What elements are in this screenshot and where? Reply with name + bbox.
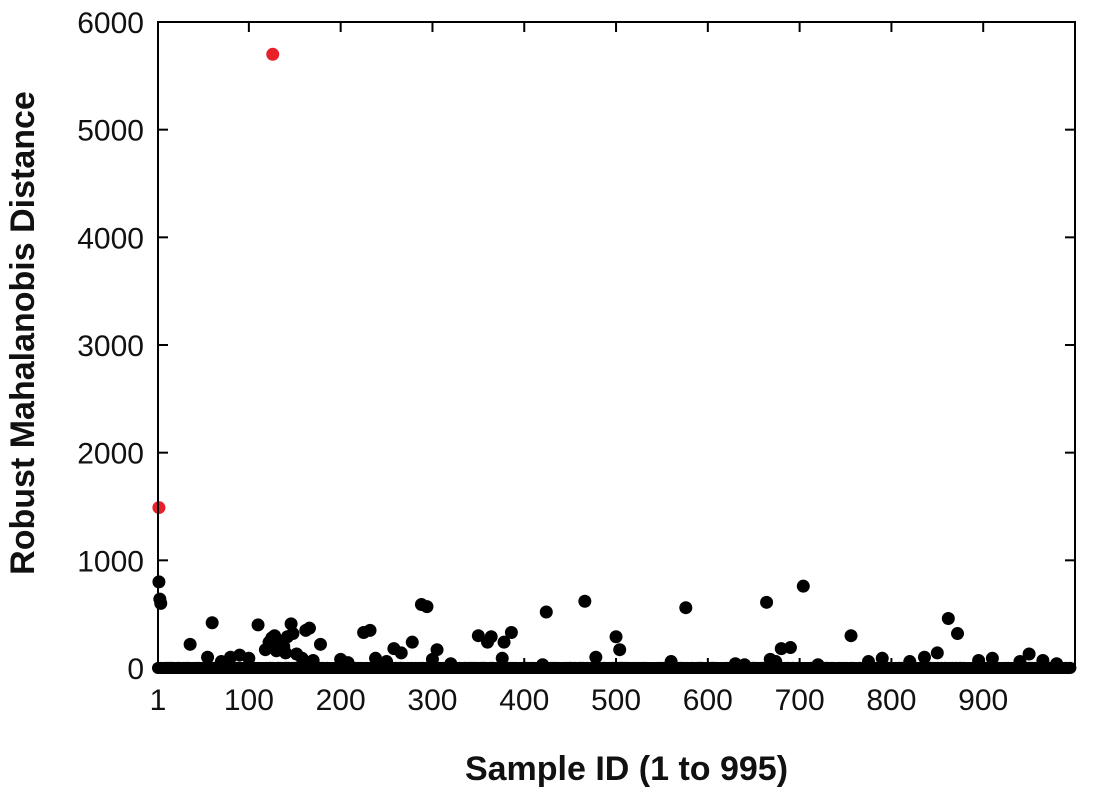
x-tick-label: 400 [499, 684, 549, 717]
x-tick-label: 800 [866, 684, 916, 717]
data-point [811, 658, 825, 672]
data-point [484, 630, 498, 644]
data-point [251, 618, 265, 632]
data-point [783, 641, 797, 655]
data-point [504, 625, 518, 639]
x-tick-label: 900 [958, 684, 1008, 717]
data-point [279, 646, 293, 660]
data-point [536, 658, 550, 672]
y-tick-label: 5000 [77, 115, 144, 148]
x-tick-label: 100 [224, 684, 274, 717]
data-point [154, 596, 168, 610]
data-point [664, 655, 678, 669]
data-point [201, 650, 215, 664]
y-tick-label: 1000 [77, 545, 144, 578]
y-tick-label: 4000 [77, 222, 144, 255]
data-point [444, 657, 458, 671]
y-axis-label: Robust Mahalanobis Distance [4, 91, 42, 575]
data-point [497, 635, 511, 649]
data-point [985, 651, 999, 665]
data-point [369, 651, 383, 665]
x-axis-label: Sample ID (1 to 995) [465, 750, 788, 788]
data-point [471, 629, 485, 643]
data-point [1013, 655, 1027, 669]
data-point [941, 611, 955, 625]
data-point [1022, 647, 1036, 661]
data-point [341, 656, 355, 670]
x-tick-label: 700 [775, 684, 825, 717]
data-point [903, 655, 917, 669]
data-point [844, 629, 858, 643]
data-point [951, 627, 965, 641]
plot-frame [157, 21, 1076, 669]
data-point [609, 630, 623, 644]
data-point [539, 605, 553, 619]
data-point [286, 627, 300, 641]
x-tick-label: 200 [316, 684, 366, 717]
y-tick-label: 6000 [77, 7, 144, 40]
data-point [205, 616, 219, 630]
x-tick-label: 300 [407, 684, 457, 717]
data-point [284, 617, 298, 631]
data-point [930, 646, 944, 660]
y-tick-label: 3000 [77, 330, 144, 363]
data-point [295, 651, 309, 665]
data-point [394, 646, 408, 660]
data-point [796, 579, 810, 593]
data-point [313, 637, 327, 651]
data-point [917, 650, 931, 664]
data-point [420, 600, 434, 614]
x-tick-label: 500 [591, 684, 641, 717]
data-point [972, 653, 986, 667]
data-point [760, 595, 774, 609]
data-point [589, 650, 603, 664]
data-point [861, 655, 875, 669]
data-point [405, 635, 419, 649]
data-point [769, 655, 783, 669]
data-point [380, 655, 394, 669]
data-point [875, 651, 889, 665]
data-point [306, 653, 320, 667]
y-tick-label: 0 [127, 653, 144, 686]
data-point [1036, 653, 1050, 667]
data-point [302, 621, 316, 635]
data-point [1050, 657, 1064, 671]
data-point [738, 658, 752, 672]
data-point [430, 643, 444, 657]
data-point [425, 652, 439, 666]
data-point [679, 601, 693, 615]
data-point [183, 637, 197, 651]
data-point [495, 651, 509, 665]
data-point [613, 643, 627, 657]
y-tick-label: 2000 [77, 438, 144, 471]
data-point [578, 594, 592, 608]
x-tick-label: 1 [150, 684, 167, 717]
outlier-point [266, 47, 280, 61]
data-point [242, 651, 256, 665]
data-point [363, 623, 377, 637]
x-tick-label: 600 [683, 684, 733, 717]
